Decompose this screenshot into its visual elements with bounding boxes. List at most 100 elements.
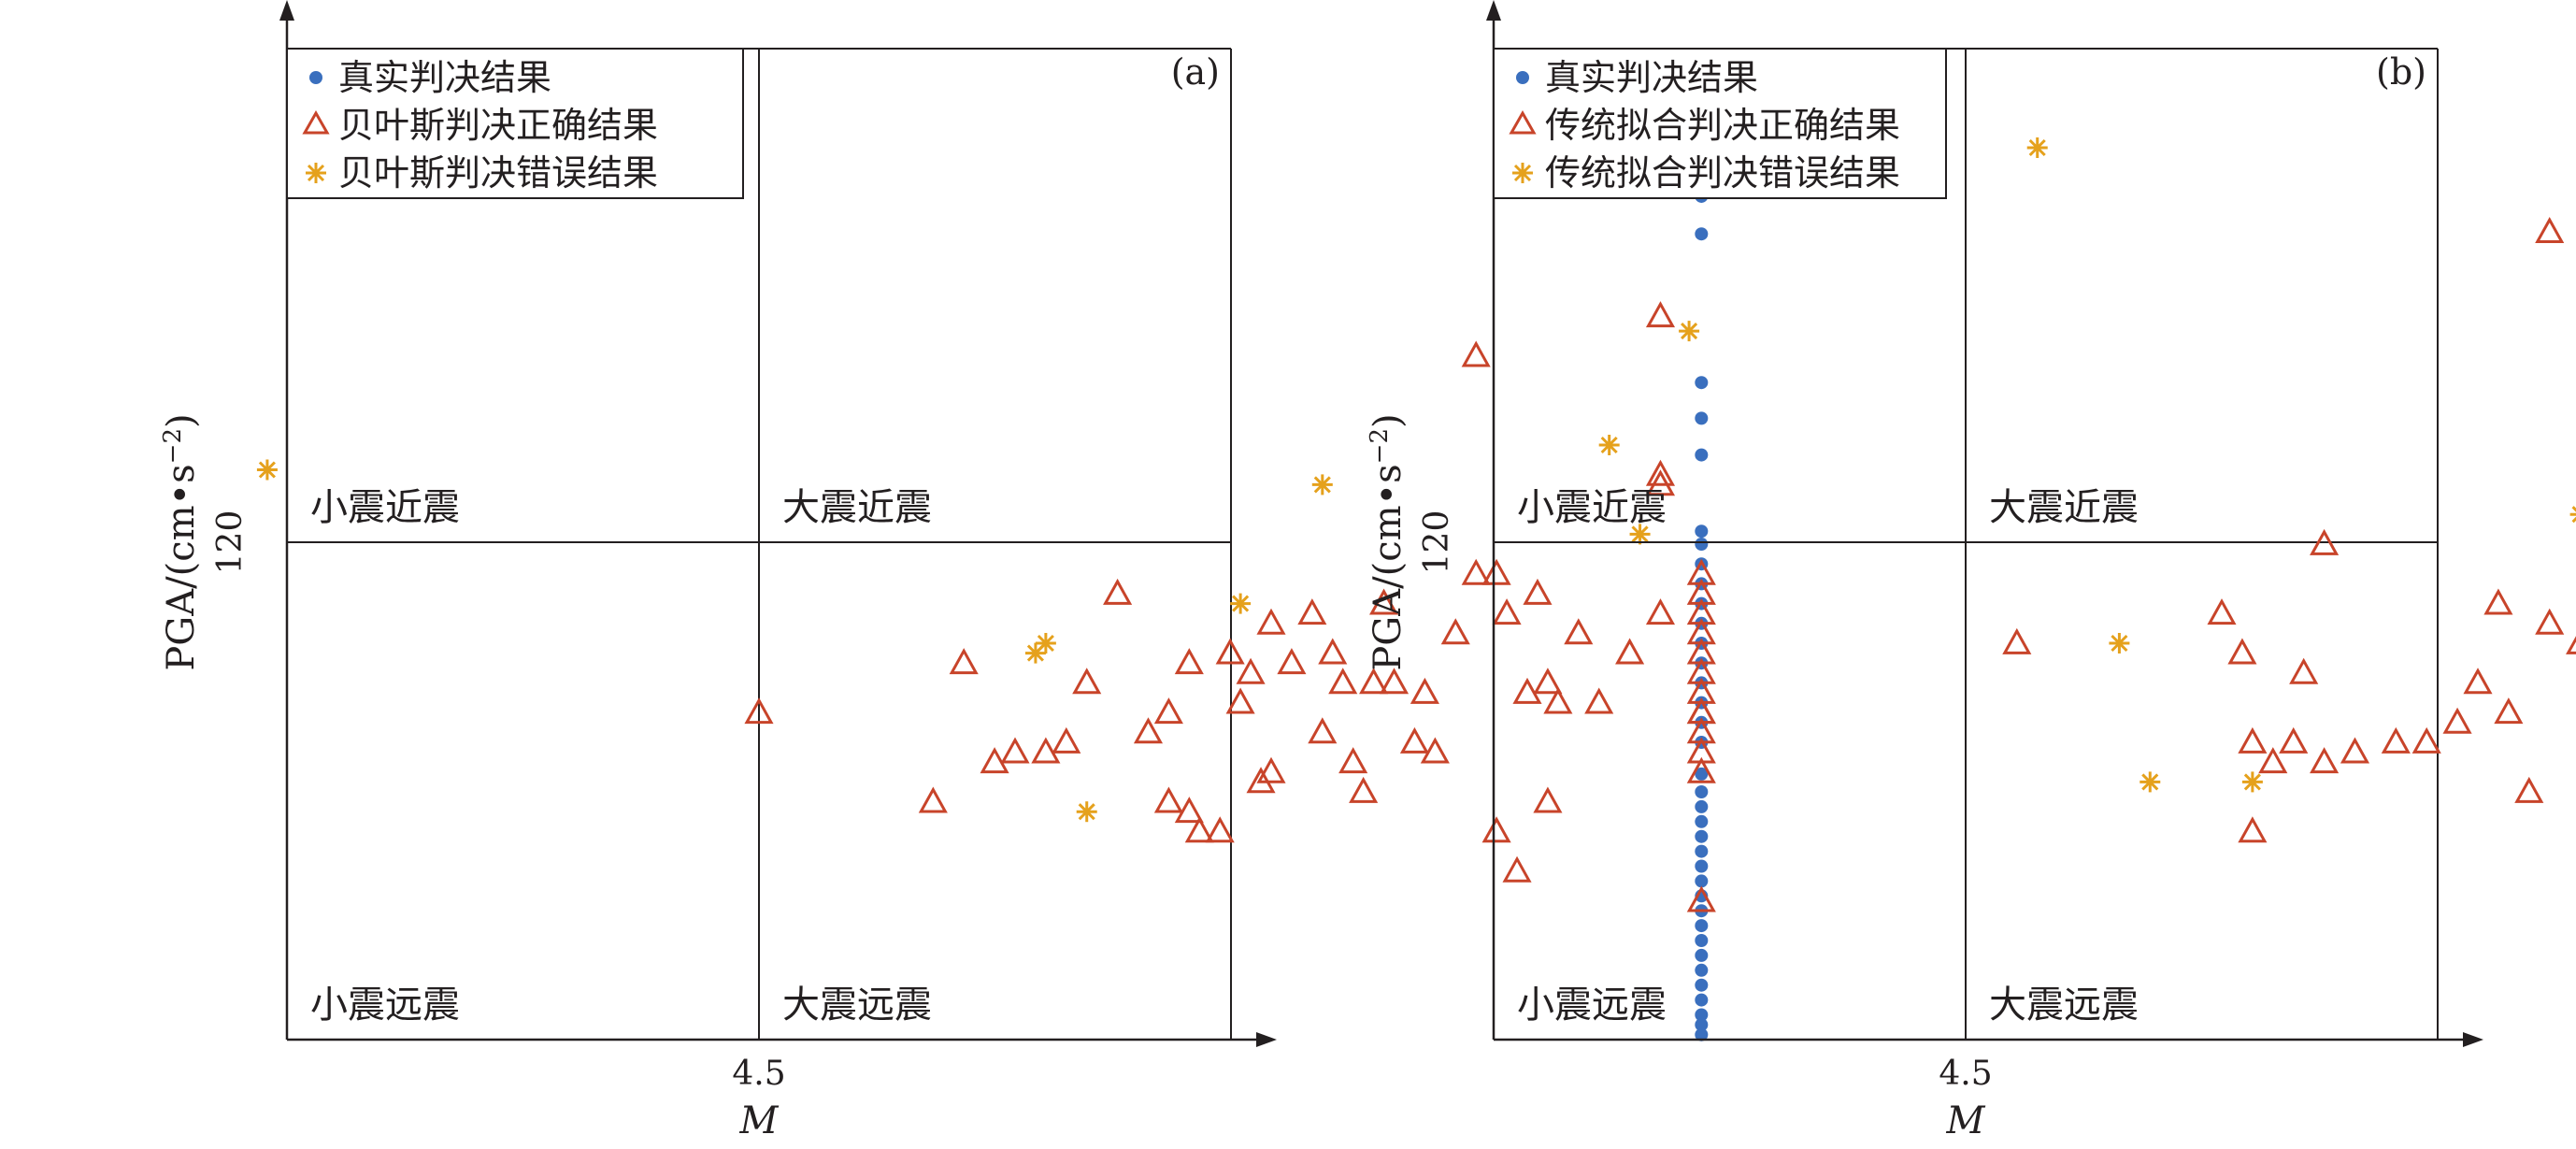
correct-result-point <box>918 786 948 813</box>
correct-result-point <box>2238 726 2268 754</box>
correct-result-point <box>1133 717 1164 744</box>
y-axis-label: PGA/(cm•s−2) <box>1366 413 1410 670</box>
legend-star-icon-stroke <box>1513 164 1532 182</box>
correct-result-point <box>1174 797 1204 824</box>
correct-result-point <box>744 697 774 725</box>
quadrant-label-br: 大震远震 <box>1989 984 2139 1027</box>
real-result-point <box>1695 411 1709 425</box>
data-points-a <box>256 92 1716 1041</box>
correct-result-point <box>1615 638 1645 665</box>
correct-result-point <box>1174 648 1204 675</box>
legend-entry-wrong: 传统拟合判决错误结果 <box>1512 152 1900 194</box>
y-axis-label: PGA/(cm•s−2) <box>159 413 203 670</box>
legend-box <box>286 48 744 199</box>
real-result-point <box>1695 963 1709 977</box>
correct-result-point <box>1645 459 1676 486</box>
wrong-result-point <box>2109 633 2130 653</box>
quadrant-label-tl: 小震近震 <box>310 486 460 529</box>
real-result-point <box>1695 919 1709 933</box>
correct-result-point <box>1359 668 1389 695</box>
real-result-point <box>1695 874 1709 888</box>
correct-result-point <box>2002 627 2032 654</box>
correct-result-point <box>1205 816 1235 843</box>
correct-result-point <box>1103 578 1133 605</box>
legend-entry-correct: 贝叶斯判决正确结果 <box>302 105 658 146</box>
correct-result-point <box>2310 747 2340 774</box>
legend-box <box>1493 48 1947 199</box>
wrong-result-point <box>1035 633 1056 653</box>
correct-result-point <box>2535 608 2565 635</box>
quadrant-label-br: 大震远震 <box>782 984 932 1027</box>
x-axis-arrow <box>1256 1032 1277 1047</box>
correct-result-point <box>1584 687 1614 714</box>
real-result-point <box>1695 799 1709 813</box>
correct-result-point <box>1564 618 1594 645</box>
real-result-point <box>1695 829 1709 843</box>
correct-result-point <box>1410 677 1439 704</box>
correct-result-point <box>2207 598 2237 625</box>
x-tick-label: 4.5 <box>732 1055 785 1093</box>
legend-label-wrong: 传统拟合判决错误结果 <box>1545 152 1900 194</box>
correct-result-point <box>2494 697 2524 725</box>
x-axis-label: M <box>1946 1099 1986 1142</box>
legend-dot-icon <box>309 71 322 84</box>
y-axis-arrow <box>279 0 294 21</box>
legend-label-correct: 贝叶斯判决正确结果 <box>338 105 658 146</box>
correct-result-point <box>1686 697 1716 725</box>
correct-result-point <box>1645 301 1676 328</box>
correct-result-point <box>980 747 1009 774</box>
correct-result-point <box>1686 885 1716 912</box>
correct-result-point <box>1502 855 1532 883</box>
correct-result-point <box>1153 697 1183 725</box>
x-axis-label: M <box>739 1099 780 1142</box>
wrong-result-point <box>1230 593 1252 614</box>
wrong-result-point <box>1629 524 1651 545</box>
correct-result-point <box>1153 786 1183 813</box>
correct-result-point <box>1297 598 1327 625</box>
quadrant-label-tr: 大震近震 <box>782 486 932 529</box>
correct-result-point <box>1184 816 1214 843</box>
correct-result-point <box>1000 737 1030 764</box>
correct-result-point <box>1318 638 1348 665</box>
panel-a: 小震近震 大震近震 小震远震 大震远震 4.5 M 120 PGA/(cm•s−… <box>159 0 1716 1142</box>
real-result-point <box>1695 859 1709 873</box>
y-axis-arrow <box>1486 0 1501 21</box>
real-result-point <box>1695 376 1709 390</box>
real-result-point <box>1695 844 1709 858</box>
wrong-result-point <box>256 459 278 481</box>
correct-result-point <box>1645 598 1676 625</box>
wrong-result-point <box>2140 771 2161 793</box>
legend-entry-real: 真实判决结果 <box>309 57 551 98</box>
legend-label-real: 真实判决结果 <box>1545 57 1758 98</box>
real-result-point <box>1695 1027 1709 1041</box>
correct-result-point <box>2279 726 2309 754</box>
legend-entry-wrong: 贝叶斯判决错误结果 <box>306 152 658 194</box>
correct-result-point <box>1308 717 1338 744</box>
correct-result-point <box>1492 598 1522 625</box>
x-tick-label: 4.5 <box>1939 1055 1992 1093</box>
correct-result-point <box>1543 687 1573 714</box>
y-tick-label: 120 <box>211 510 250 575</box>
correct-result-point <box>2463 668 2493 695</box>
correct-result-point <box>1481 816 1511 843</box>
correct-result-point <box>1686 756 1716 783</box>
correct-result-point <box>1461 340 1491 367</box>
real-result-point <box>1695 227 1709 241</box>
correct-result-point <box>1215 638 1245 665</box>
panel-label: (a) <box>1171 51 1220 93</box>
correct-result-point <box>2535 217 2565 243</box>
correct-result-point <box>2258 747 2288 774</box>
correct-result-point <box>1533 668 1563 695</box>
real-result-point <box>1695 538 1709 551</box>
correct-result-point <box>1645 469 1676 496</box>
correct-result-point <box>1328 668 1358 695</box>
correct-result-point <box>1277 648 1307 675</box>
correct-result-point <box>2340 737 2370 764</box>
real-result-point <box>1695 524 1709 539</box>
panel-b: 小震近震 大震近震 小震远震 大震远震 4.5 M 120 PGA/(cm•s−… <box>1366 0 2576 1142</box>
correct-result-point <box>1052 726 1081 754</box>
legend-label-wrong: 贝叶斯判决错误结果 <box>338 152 658 194</box>
correct-result-point <box>1256 756 1286 783</box>
